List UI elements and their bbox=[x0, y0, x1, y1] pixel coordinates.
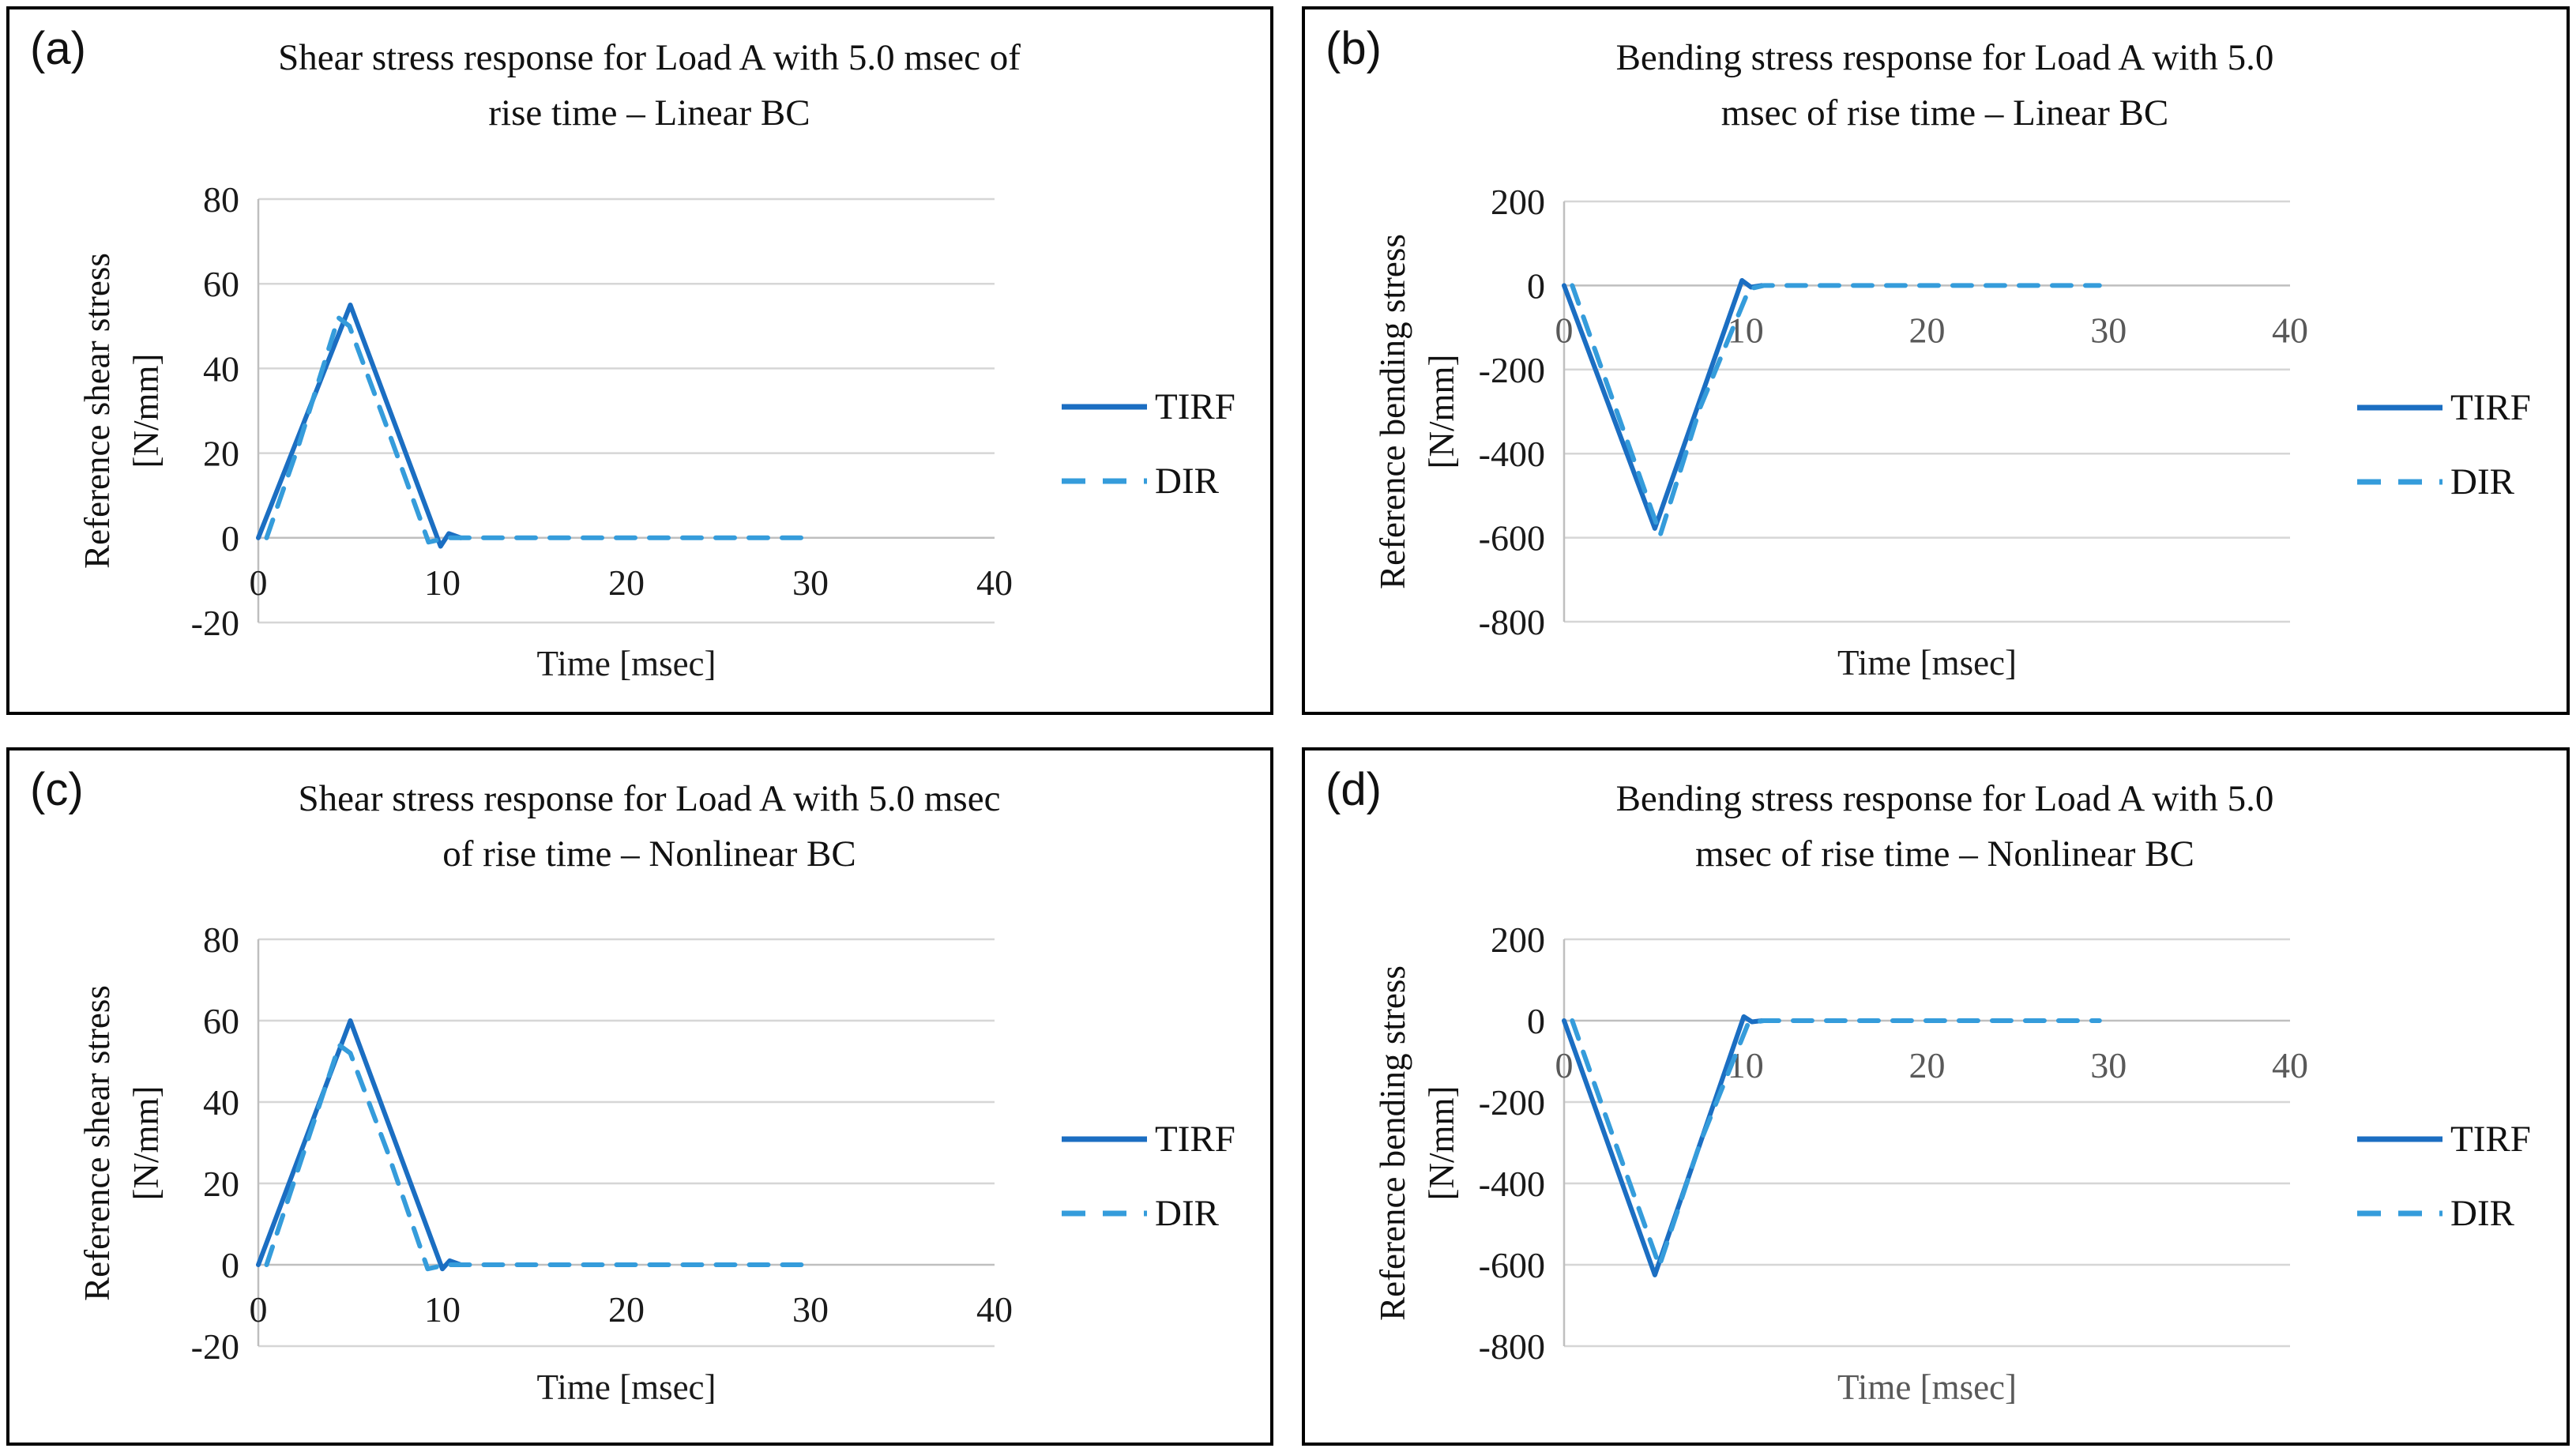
legend-label-tirf: TIRF bbox=[2450, 387, 2531, 428]
dir-line-symbol bbox=[1062, 478, 1147, 484]
x-axis-title-a: Time [msec] bbox=[536, 644, 716, 683]
tirf-line-symbol bbox=[2357, 1136, 2442, 1142]
svg-text:0: 0 bbox=[1555, 1045, 1574, 1085]
svg-text:40: 40 bbox=[2272, 1045, 2308, 1085]
svg-text:40: 40 bbox=[203, 1082, 239, 1123]
svg-text:60: 60 bbox=[203, 1001, 239, 1041]
plot-area-c: 80 60 40 20 0 -20 0 10 20 30 40 bbox=[191, 920, 1013, 1367]
svg-text:200: 200 bbox=[1491, 920, 1545, 960]
chart-title-line1: Bending stress response for Load A with … bbox=[1615, 37, 2274, 78]
svg-text:0: 0 bbox=[250, 1289, 268, 1330]
svg-text:30: 30 bbox=[2090, 310, 2127, 350]
svg-text:20: 20 bbox=[608, 562, 645, 603]
svg-text:0: 0 bbox=[1527, 265, 1545, 306]
chart-title-d: Bending stress response for Load A with … bbox=[1423, 771, 2466, 882]
svg-text:-800: -800 bbox=[1479, 1326, 1545, 1367]
chart-title-b: Bending stress response for Load A with … bbox=[1423, 30, 2466, 141]
svg-text:80: 80 bbox=[203, 920, 239, 960]
chart-title-line2: of rise time – Nonlinear BC bbox=[442, 833, 856, 875]
svg-text:-800: -800 bbox=[1479, 602, 1545, 642]
panel-a: (a) Shear stress response for Load A wit… bbox=[6, 6, 1273, 715]
panel-letter-d: (d) bbox=[1326, 764, 1382, 815]
dir-line-symbol bbox=[2357, 1210, 2442, 1216]
svg-text:60: 60 bbox=[203, 264, 239, 304]
svg-text:-600: -600 bbox=[1479, 518, 1545, 559]
svg-text:0: 0 bbox=[250, 562, 268, 603]
svg-text:30: 30 bbox=[2090, 1045, 2127, 1085]
svg-text:20: 20 bbox=[203, 434, 239, 474]
legend-item-dir: DIR bbox=[1060, 460, 1235, 502]
legend-item-dir: DIR bbox=[2356, 461, 2531, 503]
legend-item-tirf: TIRF bbox=[2356, 1118, 2531, 1160]
x-axis-title-b: Time [msec] bbox=[1837, 643, 2018, 683]
svg-text:30: 30 bbox=[792, 562, 829, 603]
svg-text:10: 10 bbox=[424, 562, 461, 603]
legend-item-dir: DIR bbox=[1060, 1192, 1235, 1235]
svg-text:80: 80 bbox=[203, 179, 239, 220]
legend-a: TIRF DIR bbox=[1060, 386, 1235, 502]
legend-d: TIRF DIR bbox=[2356, 1118, 2531, 1235]
svg-text:10: 10 bbox=[424, 1289, 461, 1330]
chart-title-line1: Shear stress response for Load A with 5.… bbox=[298, 778, 1001, 819]
dir-line-symbol bbox=[2357, 479, 2442, 485]
panel-b: (b) Bending stress response for Load A w… bbox=[1302, 6, 2570, 715]
legend-label-dir: DIR bbox=[1155, 1192, 1219, 1234]
svg-text:-20: -20 bbox=[191, 603, 239, 643]
chart-title-c: Shear stress response for Load A with 5.… bbox=[128, 771, 1171, 882]
svg-text:40: 40 bbox=[976, 1289, 1013, 1330]
legend-label-dir: DIR bbox=[1155, 461, 1219, 502]
panel-letter-c: (c) bbox=[30, 764, 84, 815]
svg-text:-200: -200 bbox=[1479, 1082, 1545, 1123]
svg-text:20: 20 bbox=[1909, 310, 1946, 350]
chart-title-line1: Shear stress response for Load A with 5.… bbox=[278, 37, 1021, 78]
chart-title-line2: rise time – Linear BC bbox=[488, 92, 810, 134]
dir-line-symbol bbox=[1062, 1210, 1147, 1216]
svg-text:-600: -600 bbox=[1479, 1245, 1545, 1285]
legend-item-dir: DIR bbox=[2356, 1192, 2531, 1235]
legend-label-dir: DIR bbox=[2450, 461, 2514, 502]
panel-letter-a: (a) bbox=[30, 23, 86, 74]
panel-d: (d) Bending stress response for Load A w… bbox=[1302, 747, 2570, 1446]
tirf-line-symbol bbox=[1062, 404, 1147, 410]
svg-text:40: 40 bbox=[203, 348, 239, 389]
legend-label-tirf: TIRF bbox=[1155, 1118, 1235, 1160]
svg-text:0: 0 bbox=[1555, 310, 1574, 350]
svg-text:0: 0 bbox=[1527, 1001, 1545, 1041]
legend-item-tirf: TIRF bbox=[1060, 1118, 1235, 1160]
chart-title-line1: Bending stress response for Load A with … bbox=[1615, 778, 2274, 819]
legend-item-tirf: TIRF bbox=[1060, 386, 1235, 428]
svg-text:-200: -200 bbox=[1479, 350, 1545, 390]
legend-c: TIRF DIR bbox=[1060, 1118, 1235, 1235]
plot-area-a: 80 60 40 20 0 -20 0 10 20 30 40 bbox=[191, 179, 1013, 643]
legend-label-tirf: TIRF bbox=[1155, 386, 1235, 427]
svg-text:0: 0 bbox=[221, 518, 239, 559]
x-axis-title-c: Time [msec] bbox=[536, 1367, 716, 1407]
svg-text:30: 30 bbox=[792, 1289, 829, 1330]
tirf-line-symbol bbox=[2357, 404, 2442, 411]
svg-text:-400: -400 bbox=[1479, 1164, 1545, 1204]
svg-text:20: 20 bbox=[203, 1164, 239, 1204]
svg-text:20: 20 bbox=[1909, 1045, 1946, 1085]
svg-text:-400: -400 bbox=[1479, 434, 1545, 474]
panel-letter-b: (b) bbox=[1326, 23, 1382, 74]
svg-text:20: 20 bbox=[608, 1289, 645, 1330]
svg-text:0: 0 bbox=[221, 1245, 239, 1285]
chart-title-line2: msec of rise time – Linear BC bbox=[1720, 92, 2169, 134]
legend-label-dir: DIR bbox=[2450, 1192, 2514, 1234]
tirf-line-symbol bbox=[1062, 1136, 1147, 1142]
svg-text:40: 40 bbox=[976, 562, 1013, 603]
legend-item-tirf: TIRF bbox=[2356, 386, 2531, 429]
legend-b: TIRF DIR bbox=[2356, 386, 2531, 503]
svg-text:-20: -20 bbox=[191, 1326, 239, 1367]
chart-title-a: Shear stress response for Load A with 5.… bbox=[128, 30, 1171, 141]
legend-label-tirf: TIRF bbox=[2450, 1118, 2531, 1160]
chart-title-line2: msec of rise time – Nonlinear BC bbox=[1695, 833, 2194, 875]
svg-text:40: 40 bbox=[2272, 310, 2308, 350]
svg-text:200: 200 bbox=[1491, 182, 1545, 222]
x-axis-title-d: Time [msec] bbox=[1837, 1367, 2018, 1407]
panel-c: (c) Shear stress response for Load A wit… bbox=[6, 747, 1273, 1446]
